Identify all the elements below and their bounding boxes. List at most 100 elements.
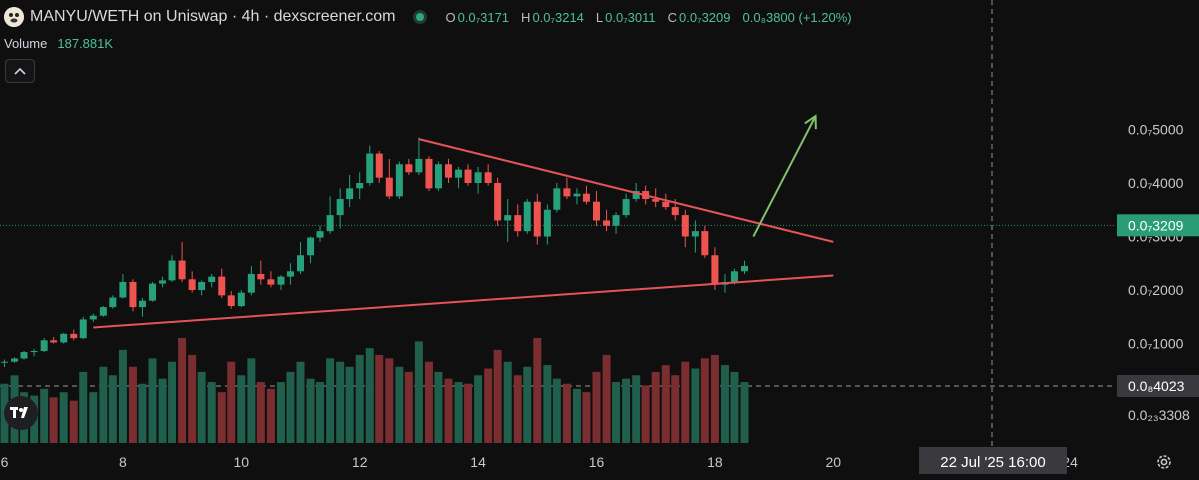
candle-body: [40, 340, 48, 351]
ohlc-open: O 0.0₇3171: [445, 9, 510, 25]
candle-body: [277, 276, 285, 285]
x-tick-label: 18: [707, 454, 723, 470]
last-price-label: 0.0₇3209: [1128, 217, 1184, 233]
volume-bar: [158, 378, 167, 443]
volume-bar: [108, 375, 117, 443]
volume-bar: [424, 361, 433, 443]
ohlc-high: H 0.0₇3214: [521, 9, 584, 25]
candle-body: [99, 307, 107, 316]
volume-bar: [345, 366, 354, 443]
volume-bar: [454, 382, 463, 443]
candle-body: [582, 193, 590, 202]
volume-bar: [730, 371, 739, 443]
candle-body: [563, 188, 571, 197]
candle-body: [267, 279, 275, 285]
candle-body: [464, 169, 472, 183]
volume-value: 187.881K: [57, 36, 114, 51]
volume-bar: [40, 388, 49, 443]
volume-bar: [365, 348, 374, 443]
candle-body: [1, 361, 8, 363]
candle-body: [30, 350, 38, 353]
tradingview-logo[interactable]: [4, 396, 38, 430]
volume-bar: [256, 382, 265, 443]
chart-title: MANYU/WETH on Uniswap · 4h · dexscreener…: [30, 8, 396, 25]
volume-bar: [286, 371, 295, 443]
volume-bar: [434, 371, 443, 443]
volume-bar: [395, 366, 404, 443]
ohlc-low: L 0.0₇3011: [595, 9, 656, 25]
candle-body: [79, 319, 87, 339]
volume-bar: [336, 361, 345, 443]
candle-body: [701, 231, 709, 256]
volume-bar: [414, 341, 423, 443]
x-tick-label: 14: [470, 454, 486, 470]
volume-bar: [622, 378, 631, 443]
volume-bar: [651, 371, 660, 443]
candle-body: [227, 295, 235, 307]
chevron-up-icon: [14, 67, 26, 75]
volume-bar: [691, 368, 700, 443]
volume-bar: [720, 365, 729, 443]
candle-body: [603, 220, 611, 226]
candle-body: [218, 276, 226, 296]
candle-body: [297, 255, 304, 272]
candle-body: [366, 153, 374, 183]
volume-bar: [326, 358, 335, 443]
candle-body: [138, 300, 146, 308]
candle-body: [662, 201, 670, 208]
volume-bar: [197, 371, 206, 443]
candle-body: [395, 164, 403, 197]
candle-body: [632, 191, 640, 200]
volume-bar: [404, 371, 413, 443]
volume-bar: [316, 382, 325, 443]
volume-bar: [266, 388, 275, 443]
volume-bar: [632, 375, 641, 443]
candle-body: [474, 172, 482, 183]
volume-bar: [484, 368, 493, 443]
volume-bar: [207, 382, 216, 443]
candle-body: [129, 281, 137, 308]
candle-body: [455, 169, 463, 178]
volume-bar: [79, 371, 88, 443]
volume-bar: [89, 392, 98, 443]
volume-bar: [464, 383, 473, 443]
ohlc-readout: O 0.0₇3171 H 0.0₇3214 L 0.0₇3011 C 0.0₇3209: [445, 10, 730, 25]
volume-bar: [503, 361, 512, 443]
candle-body: [681, 215, 689, 237]
collapse-legend-button[interactable]: [5, 59, 35, 83]
candle-body: [70, 333, 78, 339]
candle-body: [405, 164, 413, 173]
volume-bar: [493, 349, 502, 443]
crosshair-price-label: 0.0₈4023: [1128, 378, 1185, 394]
x-tick-label: 12: [352, 454, 368, 470]
volume-bar: [612, 382, 621, 443]
x-tick-label: 20: [826, 454, 842, 470]
volume-bar: [227, 361, 236, 443]
volume-bar: [178, 338, 187, 443]
gear-icon[interactable]: [1154, 452, 1174, 472]
y-tick-label: 0.0₇2000: [1128, 282, 1184, 298]
last-price-badge: [1117, 214, 1199, 237]
candle-body: [89, 315, 97, 320]
volume-bar: [474, 375, 483, 443]
candle-body: [237, 292, 245, 307]
candle-body: [415, 158, 423, 173]
candle-body: [593, 201, 600, 221]
volume-bar: [138, 383, 147, 443]
volume-bar: [582, 392, 591, 443]
volume-legend: Volume 187.881K: [4, 36, 113, 51]
volume-label: Volume: [4, 36, 48, 51]
volume-bar: [49, 397, 58, 443]
candle-body: [119, 281, 127, 298]
candle-body: [691, 231, 699, 237]
volume-bar: [247, 358, 256, 443]
crosshair-time-badge: [919, 447, 1067, 474]
volume-bar: [533, 338, 542, 443]
candle-body: [356, 183, 364, 189]
candle-body: [286, 271, 294, 277]
volume-bar: [59, 392, 68, 443]
candle-body: [671, 207, 679, 216]
volume-bar: [552, 378, 561, 443]
volume-bar: [523, 366, 532, 443]
